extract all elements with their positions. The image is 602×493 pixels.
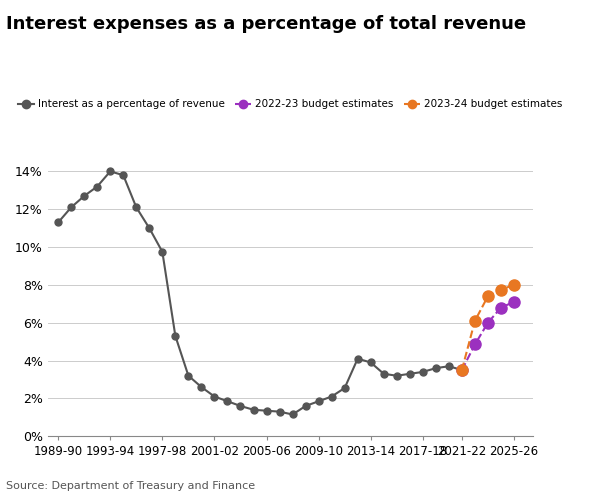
- Legend: Interest as a percentage of revenue, 2022-23 budget estimates, 2023-24 budget es: Interest as a percentage of revenue, 202…: [14, 95, 566, 113]
- Text: Interest expenses as a percentage of total revenue: Interest expenses as a percentage of tot…: [6, 15, 526, 33]
- Text: Source: Department of Treasury and Finance: Source: Department of Treasury and Finan…: [6, 481, 255, 491]
